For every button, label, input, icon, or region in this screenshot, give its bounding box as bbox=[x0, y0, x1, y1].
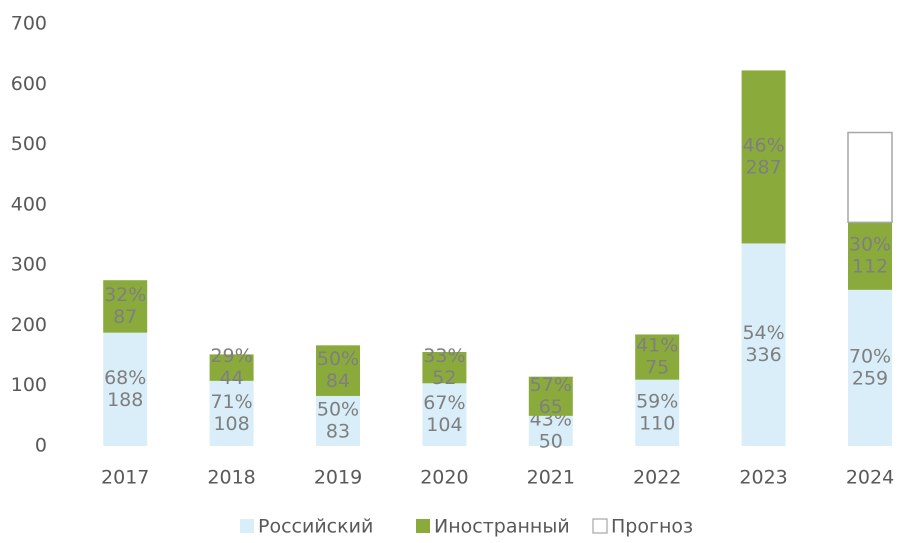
y-tick-label: 400 bbox=[11, 193, 47, 215]
data-label: 65 bbox=[539, 396, 563, 418]
data-label: 83 bbox=[326, 420, 350, 442]
data-label: 104 bbox=[426, 414, 462, 436]
data-label: 32% bbox=[104, 284, 146, 306]
bar-segment bbox=[316, 345, 360, 396]
bar-segment bbox=[635, 334, 680, 380]
y-tick-label: 500 bbox=[11, 133, 47, 155]
legend-swatch bbox=[240, 519, 254, 533]
data-label: 71% bbox=[210, 391, 252, 413]
data-label: 33% bbox=[423, 345, 465, 367]
bar-segment bbox=[103, 332, 148, 446]
legend-swatch bbox=[592, 518, 608, 534]
x-tick-label: 2023 bbox=[739, 467, 787, 489]
x-tick-label: 2021 bbox=[527, 467, 575, 489]
y-tick-label: 100 bbox=[11, 374, 47, 396]
data-label: 52 bbox=[432, 367, 456, 389]
data-label: 50% bbox=[317, 348, 359, 370]
x-tick-label: 2017 bbox=[101, 467, 149, 489]
data-label: 46% bbox=[742, 134, 784, 156]
bar-segment bbox=[209, 380, 254, 446]
data-label: 108 bbox=[213, 413, 249, 435]
x-tick-label: 2020 bbox=[420, 467, 468, 489]
data-label: 29% bbox=[210, 345, 252, 367]
legend-label: Прогноз bbox=[611, 516, 693, 538]
data-label: 59% bbox=[636, 390, 678, 412]
data-label: 259 bbox=[852, 367, 888, 389]
x-tick-label: 2022 bbox=[633, 467, 681, 489]
bar-segment bbox=[422, 351, 467, 384]
data-label: 41% bbox=[636, 335, 678, 357]
legend-label: Российский bbox=[258, 516, 373, 538]
data-label: 112 bbox=[852, 256, 888, 278]
bar-segment bbox=[848, 289, 892, 446]
x-tick-label: 2018 bbox=[207, 467, 255, 489]
y-tick-label: 600 bbox=[11, 73, 47, 95]
data-label: 67% bbox=[423, 392, 465, 414]
bar-segment bbox=[847, 131, 893, 224]
data-label: 336 bbox=[745, 344, 781, 366]
y-tick-label: 200 bbox=[11, 314, 47, 336]
data-label: 70% bbox=[849, 345, 891, 367]
data-label: 84 bbox=[326, 370, 350, 392]
data-label: 75 bbox=[645, 357, 669, 379]
y-tick-label: 300 bbox=[11, 254, 47, 276]
bar-segment bbox=[528, 415, 573, 446]
bar-segment bbox=[848, 222, 892, 290]
x-tick-label: 2019 bbox=[314, 467, 362, 489]
data-label: 54% bbox=[742, 322, 784, 344]
data-label: 30% bbox=[849, 234, 891, 256]
y-tick-label: 700 bbox=[11, 13, 47, 35]
data-label: 68% bbox=[104, 367, 146, 389]
bar-segment bbox=[103, 280, 148, 333]
data-label: 50% bbox=[317, 398, 359, 420]
y-tick-label: 0 bbox=[35, 435, 47, 457]
bar-segment bbox=[635, 379, 680, 446]
legend-label: Иностранный bbox=[434, 516, 570, 538]
bar-segment bbox=[741, 243, 786, 446]
data-label: 188 bbox=[107, 389, 143, 411]
x-tick-label: 2024 bbox=[846, 467, 894, 489]
bar-segment bbox=[316, 395, 360, 446]
data-label: 50 bbox=[539, 430, 563, 452]
data-label: 44 bbox=[220, 367, 244, 389]
data-label: 287 bbox=[745, 156, 781, 178]
bar-segment bbox=[422, 383, 467, 446]
bar-segment bbox=[528, 376, 573, 416]
bar-segment bbox=[209, 354, 254, 381]
data-label: 87 bbox=[113, 306, 137, 328]
data-label: 110 bbox=[639, 412, 675, 434]
data-label: 57% bbox=[530, 374, 572, 396]
legend-swatch bbox=[416, 519, 430, 533]
bar-segment bbox=[741, 70, 786, 244]
